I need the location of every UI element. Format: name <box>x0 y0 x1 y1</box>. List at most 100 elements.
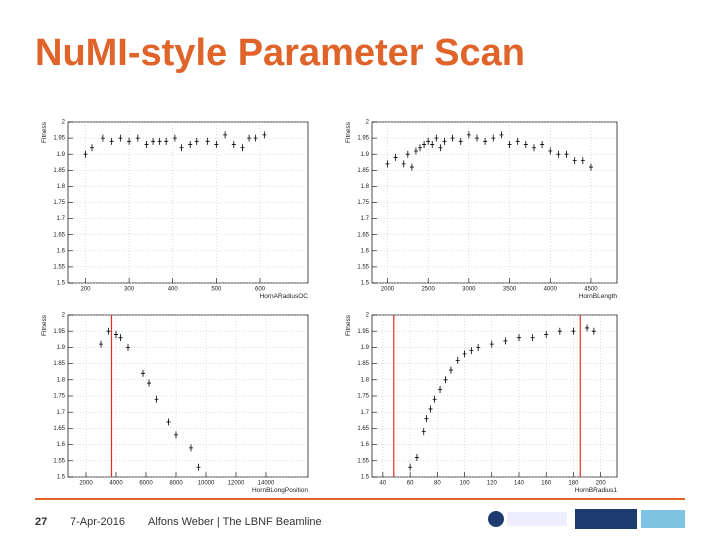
data-point <box>564 150 569 158</box>
data-point <box>418 144 423 152</box>
x-tick-label: 3500 <box>503 287 517 293</box>
y-tick-label: 1.75 <box>357 394 369 400</box>
data-point <box>438 144 443 152</box>
x-tick-label: 10000 <box>198 481 215 487</box>
data-point <box>572 157 577 165</box>
x-tick-label: 400 <box>168 287 179 293</box>
y-tick-label: 2 <box>62 120 66 126</box>
x-tick-label: 200 <box>80 287 91 293</box>
y-tick-label: 1.7 <box>361 410 370 416</box>
y-tick-label: 1.65 <box>357 232 369 238</box>
data-point <box>413 147 418 155</box>
y-tick-label: 1.8 <box>361 377 370 383</box>
y-tick-label: 1.5 <box>57 281 66 287</box>
data-point <box>491 134 496 142</box>
x-tick-label: 140 <box>514 481 525 487</box>
data-point <box>141 369 145 377</box>
footer-text: Alfons Weber | The LBNF Beamline <box>148 516 322 528</box>
data-point <box>585 324 590 332</box>
x-axis-label: HornARadiusOC <box>260 293 309 300</box>
data-point <box>556 150 561 158</box>
data-point <box>223 131 228 139</box>
y-tick-label: 1.6 <box>57 442 66 448</box>
x-tick-label: 12000 <box>228 481 245 487</box>
y-tick-label: 1.95 <box>53 329 65 335</box>
y-tick-label: 1.55 <box>357 264 369 270</box>
y-tick-label: 1.75 <box>53 394 65 400</box>
data-point <box>135 134 140 142</box>
slide-title: NuMI-style Parameter Scan <box>35 32 525 74</box>
x-axis-label: HornBLength <box>579 293 618 300</box>
data-point <box>424 415 429 423</box>
data-point <box>540 141 545 149</box>
plot: 1.5 1.55 1.6 1.65 1.7 1.75 1.8 1.85 1.9 1.95 2 2000… <box>345 120 617 300</box>
y-tick-label: 1.6 <box>57 248 66 254</box>
y-tick-label: 1.85 <box>357 361 369 367</box>
y-tick-label: 1.6 <box>361 442 370 448</box>
y-tick-label: 1.5 <box>57 475 66 481</box>
y-tick-label: 1.7 <box>57 410 66 416</box>
data-point <box>475 134 479 142</box>
y-tick-label: 1.55 <box>53 264 65 270</box>
y-tick-label: 1.85 <box>357 168 369 174</box>
y-tick-label: 1.9 <box>361 345 370 351</box>
data-point <box>580 157 585 165</box>
data-point <box>588 163 593 171</box>
data-point <box>214 141 219 149</box>
x-tick-label: 2000 <box>381 287 395 293</box>
y-tick-label: 1.5 <box>361 281 370 287</box>
y-tick-label: 1.75 <box>357 200 369 206</box>
x-tick-label: 4000 <box>544 287 558 293</box>
plot: 1.5 1.55 1.6 1.65 1.7 1.75 1.8 1.85 1.9 1.95 2 200 3… <box>41 120 309 300</box>
data-point <box>557 327 562 335</box>
data-point <box>499 131 504 139</box>
y-tick-label: 1.75 <box>53 200 65 206</box>
y-axis-label: Fitness <box>41 314 48 336</box>
data-point <box>489 340 494 348</box>
data-point <box>455 356 460 364</box>
y-tick-label: 1.6 <box>361 248 370 254</box>
y-tick-label: 1.9 <box>361 152 370 158</box>
y-tick-label: 1.55 <box>53 458 65 464</box>
x-tick-label: 3000 <box>462 287 476 293</box>
x-axis-label: HornBLongPosition <box>252 487 308 494</box>
data-point <box>507 141 512 149</box>
data-point <box>530 334 535 342</box>
data-point <box>405 150 410 158</box>
data-point <box>157 137 162 145</box>
x-tick-label: 14000 <box>258 481 275 487</box>
y-axis-label: Fitness <box>345 314 352 336</box>
data-point <box>126 343 130 351</box>
data-point <box>194 137 199 145</box>
data-point <box>154 395 159 403</box>
data-point <box>409 163 414 171</box>
data-point <box>422 141 427 149</box>
data-point <box>100 134 105 142</box>
data-point <box>174 431 178 439</box>
data-point <box>205 137 210 145</box>
data-point <box>90 144 94 152</box>
data-point <box>476 343 481 351</box>
data-point <box>253 134 258 142</box>
x-tick-label: 100 <box>460 481 471 487</box>
data-point <box>188 141 193 149</box>
x-tick-label: 160 <box>541 481 552 487</box>
data-point <box>443 376 448 384</box>
y-tick-label: 1.85 <box>53 361 65 367</box>
data-point <box>466 131 471 139</box>
data-point <box>247 134 252 142</box>
y-tick-label: 1.8 <box>57 184 66 190</box>
data-point <box>515 137 520 145</box>
x-tick-label: 4000 <box>109 481 123 487</box>
data-point <box>109 137 114 145</box>
data-point <box>196 463 201 471</box>
data-point <box>591 327 596 335</box>
data-point <box>179 144 184 152</box>
oxford-logo <box>575 509 637 529</box>
lab-logo-text <box>507 512 567 526</box>
data-point <box>438 386 443 394</box>
y-tick-label: 1.95 <box>53 136 65 142</box>
y-tick-label: 1.55 <box>357 458 369 464</box>
